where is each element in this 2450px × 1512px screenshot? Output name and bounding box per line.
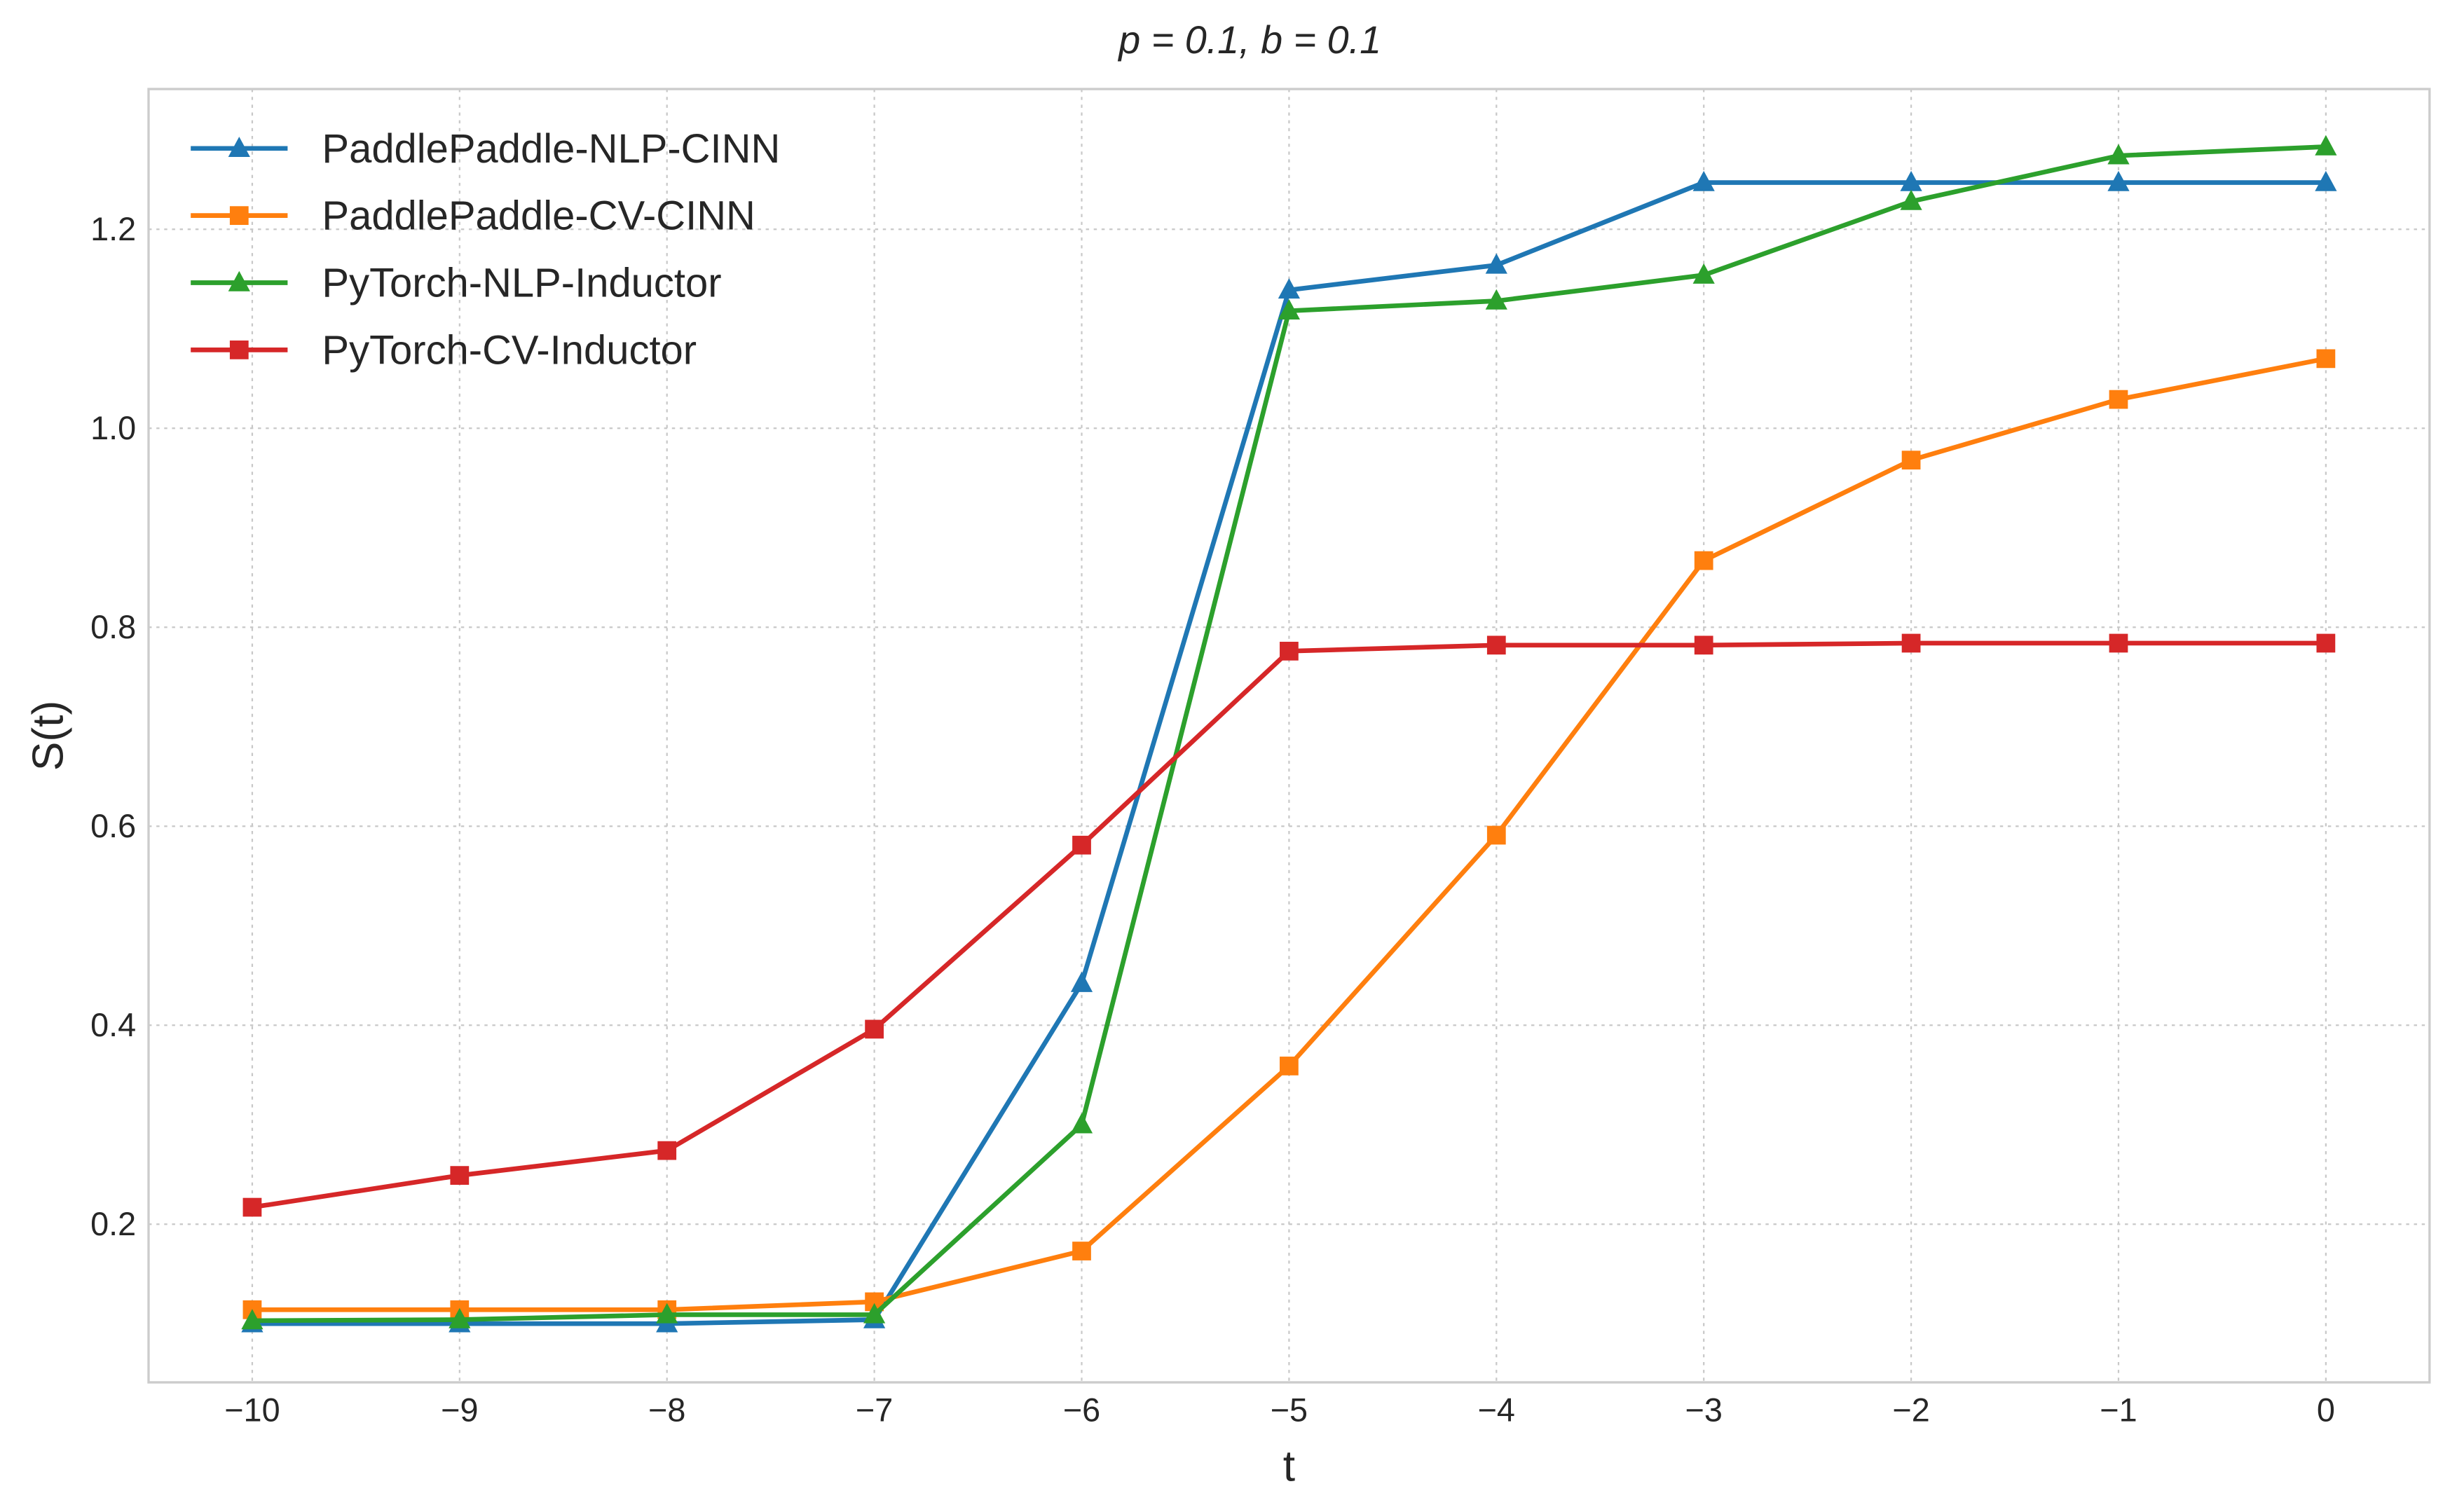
data-point — [1072, 835, 1091, 855]
legend-label: PaddlePaddle-CV-CINN — [322, 194, 755, 239]
legend-label: PaddlePaddle-NLP-CINN — [322, 127, 780, 172]
data-point — [1485, 289, 1507, 310]
data-point — [1694, 635, 1713, 655]
x-tick-label: −8 — [648, 1392, 685, 1429]
data-point — [1901, 633, 1921, 653]
data-point — [2316, 349, 2336, 369]
x-tick-label: −4 — [1478, 1392, 1515, 1429]
y-tick-label: 1.0 — [90, 410, 136, 446]
grid — [148, 89, 2430, 1382]
x-tick-label: 0 — [2317, 1392, 2335, 1429]
plot-frame — [147, 88, 2431, 1384]
y-tick-label: 0.8 — [90, 609, 136, 645]
legend-item: PaddlePaddle-NLP-CINN — [191, 127, 780, 172]
x-tick-label: −6 — [1063, 1392, 1100, 1429]
legend-item: PyTorch-CV-Inductor — [191, 328, 697, 373]
x-tick-label: −5 — [1271, 1392, 1308, 1429]
y-tick-label: 1.2 — [90, 211, 136, 247]
legend-marker — [229, 206, 249, 226]
data-point — [241, 1309, 264, 1330]
legend-label: PyTorch-NLP-Inductor — [322, 261, 721, 306]
series-group — [241, 135, 2337, 1333]
y-tick-label: 0.4 — [90, 1007, 136, 1043]
data-point — [449, 1307, 471, 1328]
data-point — [242, 1197, 262, 1217]
data-point — [1692, 170, 1715, 191]
series-paddlepaddle-cv-cinn — [242, 349, 2336, 1319]
data-point — [863, 1303, 886, 1324]
y-axis-label: S(t) — [23, 701, 72, 771]
chart-title: p = 0.1, b = 0.1 — [1117, 18, 1381, 62]
data-point — [865, 1019, 884, 1039]
legend-label: PyTorch-CV-Inductor — [322, 328, 697, 373]
data-point — [1070, 971, 1093, 992]
data-point — [1280, 641, 1299, 661]
data-point — [1072, 1242, 1091, 1260]
x-axis-label: t — [1283, 1441, 1295, 1490]
series-pytorch-nlp-inductor — [241, 135, 2337, 1330]
legend-marker — [228, 270, 250, 291]
x-tick-label: −1 — [2100, 1392, 2137, 1429]
data-point — [1692, 263, 1715, 284]
x-tick-label: −10 — [224, 1392, 280, 1429]
data-point — [1278, 278, 1301, 299]
legend-marker — [229, 340, 249, 359]
data-point — [1900, 170, 1922, 191]
data-point — [1900, 189, 1922, 210]
legend-item: PaddlePaddle-CV-CINN — [191, 194, 755, 239]
y-tick-label: 0.2 — [90, 1206, 136, 1242]
data-point — [450, 1166, 470, 1185]
x-tick-label: −7 — [856, 1392, 893, 1429]
data-point — [2109, 633, 2128, 653]
data-point — [1485, 253, 1507, 274]
data-point — [2107, 144, 2130, 165]
x-tick-label: −2 — [1892, 1392, 1929, 1429]
data-point — [1486, 825, 1506, 845]
y-tick-label: 0.6 — [90, 808, 136, 844]
data-point — [656, 1303, 678, 1324]
data-point — [1694, 551, 1713, 570]
x-axis: −10 −9 −8 −7 −6 −5 −4 −3 −2 −1 0 — [224, 1392, 2335, 1429]
data-point — [1486, 635, 1506, 655]
legend-item: PyTorch-NLP-Inductor — [191, 261, 722, 306]
legend-marker — [228, 137, 250, 158]
x-tick-label: −3 — [1685, 1392, 1723, 1429]
data-point — [1278, 298, 1301, 319]
data-point — [2315, 135, 2337, 156]
data-point — [2316, 633, 2336, 653]
data-point — [1070, 1113, 1093, 1134]
data-point — [1901, 451, 1921, 470]
data-point — [657, 1141, 677, 1160]
y-axis: 0.2 0.4 0.6 0.8 1.0 1.2 — [90, 211, 136, 1242]
legend: PaddlePaddle-NLP-CINN PaddlePaddle-CV-CIN… — [191, 127, 780, 373]
x-tick-label: −9 — [441, 1392, 478, 1429]
data-point — [2107, 170, 2130, 191]
data-point — [1280, 1057, 1299, 1075]
data-point — [2109, 390, 2128, 409]
data-point — [2315, 170, 2337, 191]
series-pytorch-cv-inductor — [242, 633, 2336, 1217]
